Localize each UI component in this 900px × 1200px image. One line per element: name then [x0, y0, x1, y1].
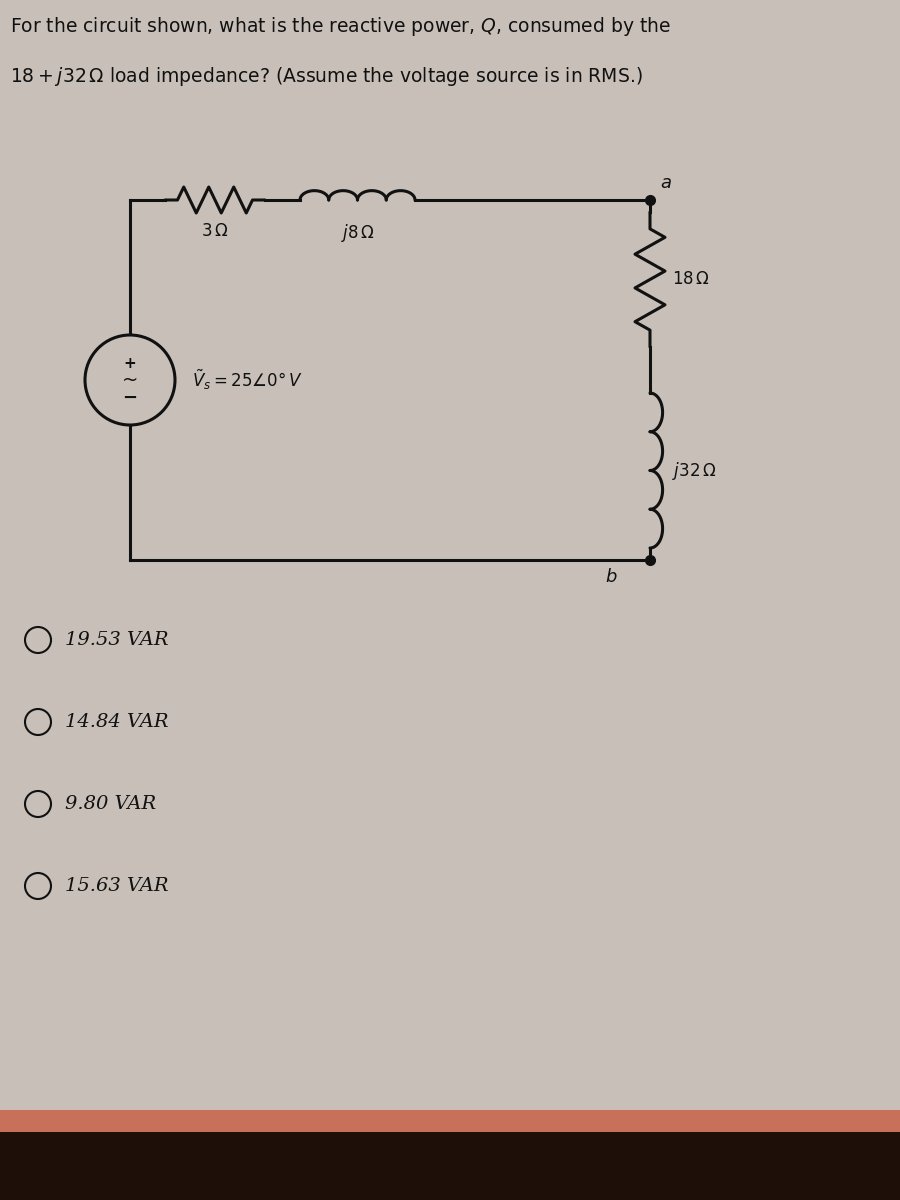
Text: 19.53 VAR: 19.53 VAR	[65, 631, 168, 649]
Text: +: +	[123, 356, 137, 372]
Text: 9.80 VAR: 9.80 VAR	[65, 794, 156, 814]
Text: $a$: $a$	[660, 174, 671, 192]
Text: 14.84 VAR: 14.84 VAR	[65, 713, 168, 731]
Text: $3\,\Omega$: $3\,\Omega$	[202, 222, 229, 240]
Text: $\tilde{V}_s = 25\angle 0°\,V$: $\tilde{V}_s = 25\angle 0°\,V$	[192, 368, 302, 392]
Text: 15.63 VAR: 15.63 VAR	[65, 877, 168, 895]
FancyBboxPatch shape	[0, 1128, 900, 1200]
Text: ~: ~	[122, 371, 139, 390]
Text: $18\,\Omega$: $18\,\Omega$	[672, 270, 710, 288]
Text: $j32\,\Omega$: $j32\,\Omega$	[672, 460, 716, 481]
Text: −: −	[122, 389, 138, 407]
Text: $j8\,\Omega$: $j8\,\Omega$	[340, 222, 374, 244]
Text: For the circuit shown, what is the reactive power, $Q$, consumed by the: For the circuit shown, what is the react…	[10, 14, 671, 38]
Text: $18 + j32\,\Omega$ load impedance? (Assume the voltage source is in RMS.): $18 + j32\,\Omega$ load impedance? (Assu…	[10, 65, 643, 88]
FancyBboxPatch shape	[0, 1110, 900, 1132]
Text: $b$: $b$	[605, 568, 617, 586]
